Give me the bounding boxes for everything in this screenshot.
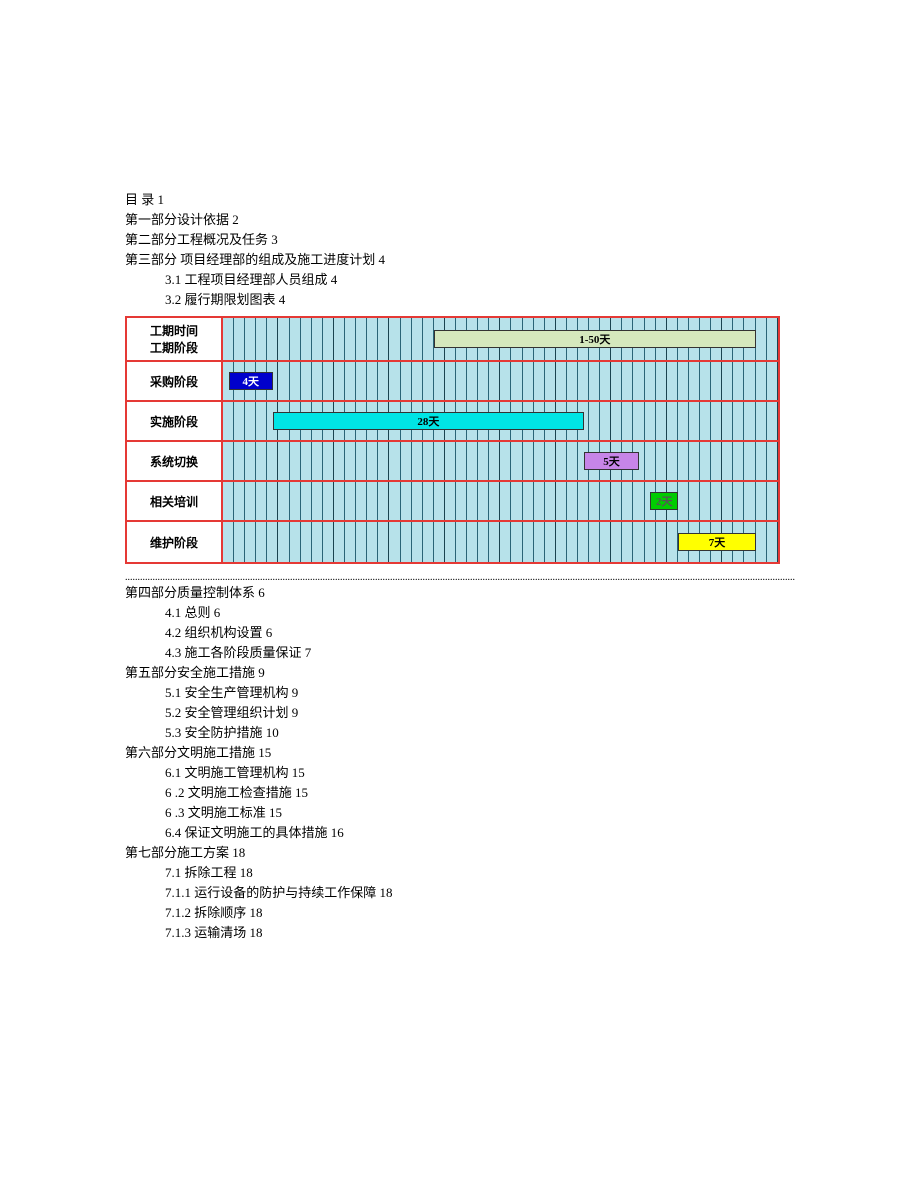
toc-6-2: 6 .2 文明施工检查措施 15	[125, 783, 795, 803]
gantt-bar: 5天	[584, 452, 640, 470]
dotted-separator: ........................................…	[125, 572, 795, 583]
toc-6-3: 6 .3 文明施工标准 15	[125, 803, 795, 823]
toc-7-1-1: 7.1.1 运行设备的防护与持续工作保障 18	[125, 883, 795, 903]
toc-part5: 第五部分安全施工措施 9	[125, 663, 795, 683]
toc-part1: 第一部分设计依据 2	[125, 210, 795, 230]
toc-4-2: 4.2 组织机构设置 6	[125, 623, 795, 643]
gantt-row-label: 维护阶段	[127, 522, 223, 562]
toc-3-2: 3.2 履行期限划图表 4	[125, 290, 795, 310]
toc-part7: 第七部分施工方案 18	[125, 843, 795, 863]
gantt-bar: 4天	[229, 372, 273, 390]
toc-part3: 第三部分 项目经理部的组成及施工进度计划 4	[125, 250, 795, 270]
gantt-bar: 7天	[678, 533, 756, 551]
toc-5-2: 5.2 安全管理组织计划 9	[125, 703, 795, 723]
toc-4-1: 4.1 总则 6	[125, 603, 795, 623]
toc-6-4: 6.4 保证文明施工的具体措施 16	[125, 823, 795, 843]
toc-6-1: 6.1 文明施工管理机构 15	[125, 763, 795, 783]
gantt-row: 实施阶段 28天	[127, 402, 778, 442]
gantt-row: 维护阶段 7天	[127, 522, 778, 562]
toc-5-3: 5.3 安全防护措施 10	[125, 723, 795, 743]
gantt-row-label: 系统切换	[127, 442, 223, 480]
toc-part4: 第四部分质量控制体系 6	[125, 583, 795, 603]
gantt-header-label: 工期时间工期阶段	[127, 318, 223, 360]
toc-7-1-2: 7.1.2 拆除顺序 18	[125, 903, 795, 923]
gantt-row: 采购阶段 4天	[127, 362, 778, 402]
toc-3-1: 3.1 工程项目经理部人员组成 4	[125, 270, 795, 290]
toc-7-1: 7.1 拆除工程 18	[125, 863, 795, 883]
toc-title: 目 录 1	[125, 190, 795, 210]
gantt-row-label: 相关培训	[127, 482, 223, 520]
toc-part2: 第二部分工程概况及任务 3	[125, 230, 795, 250]
gantt-bar: 2天	[650, 492, 678, 510]
toc-4-3: 4.3 施工各阶段质量保证 7	[125, 643, 795, 663]
gantt-row: 相关培训 2天	[127, 482, 778, 522]
gantt-row-label: 实施阶段	[127, 402, 223, 440]
toc-part6: 第六部分文明施工措施 15	[125, 743, 795, 763]
gantt-row-label: 采购阶段	[127, 362, 223, 400]
toc-7-1-3: 7.1.3 运输清场 18	[125, 923, 795, 943]
toc-5-1: 5.1 安全生产管理机构 9	[125, 683, 795, 703]
gantt-row: 系统切换 5天	[127, 442, 778, 482]
gantt-bar: 28天	[273, 412, 584, 430]
gantt-chart: 工期时间工期阶段 1-50天采购阶段 4天实施阶段 28天系统切换 5天相关培训 2天维护…	[125, 316, 780, 564]
gantt-bar: 1-50天	[434, 330, 756, 348]
